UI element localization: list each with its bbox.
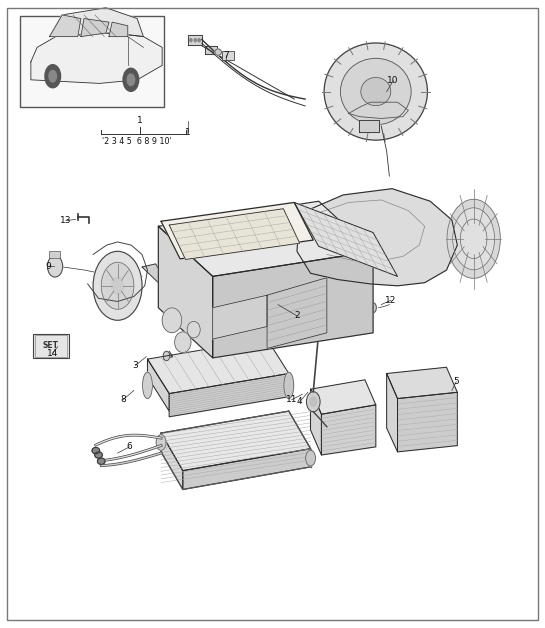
- Polygon shape: [142, 264, 161, 283]
- Polygon shape: [50, 15, 81, 36]
- Ellipse shape: [447, 199, 500, 278]
- Text: SET: SET: [43, 342, 59, 350]
- Polygon shape: [204, 46, 217, 54]
- Ellipse shape: [198, 38, 200, 41]
- Polygon shape: [397, 392, 457, 452]
- Ellipse shape: [112, 277, 124, 295]
- Polygon shape: [161, 433, 183, 489]
- Text: 2: 2: [294, 311, 300, 320]
- Ellipse shape: [156, 435, 166, 450]
- Ellipse shape: [123, 68, 139, 91]
- Ellipse shape: [143, 372, 153, 399]
- Polygon shape: [294, 202, 397, 276]
- Ellipse shape: [194, 38, 196, 41]
- Ellipse shape: [174, 332, 191, 352]
- Text: 13: 13: [60, 216, 72, 225]
- Text: 10: 10: [387, 77, 399, 85]
- Bar: [20, 16, 164, 107]
- Polygon shape: [81, 19, 109, 36]
- Polygon shape: [148, 359, 169, 411]
- Text: 4: 4: [297, 398, 302, 406]
- Ellipse shape: [324, 43, 427, 140]
- Text: 14: 14: [47, 349, 58, 358]
- Ellipse shape: [92, 448, 100, 454]
- Polygon shape: [297, 188, 457, 286]
- Ellipse shape: [461, 219, 487, 259]
- Polygon shape: [159, 226, 213, 358]
- Bar: [222, 51, 234, 60]
- Text: 1: 1: [137, 116, 143, 125]
- Ellipse shape: [49, 70, 57, 82]
- Text: 1: 1: [185, 127, 191, 137]
- Polygon shape: [31, 33, 162, 84]
- Polygon shape: [267, 278, 327, 349]
- Ellipse shape: [162, 308, 181, 333]
- Text: 11: 11: [286, 396, 297, 404]
- Polygon shape: [183, 449, 311, 489]
- Ellipse shape: [164, 351, 169, 360]
- Ellipse shape: [284, 372, 294, 399]
- Polygon shape: [213, 251, 373, 358]
- Ellipse shape: [98, 458, 105, 464]
- Polygon shape: [161, 202, 313, 259]
- Text: 3: 3: [132, 361, 138, 370]
- Text: 5: 5: [453, 377, 459, 386]
- Ellipse shape: [127, 74, 135, 85]
- Polygon shape: [50, 8, 143, 36]
- Ellipse shape: [95, 452, 102, 458]
- Polygon shape: [386, 374, 397, 452]
- Text: 12: 12: [385, 296, 397, 305]
- Text: 8: 8: [120, 396, 126, 404]
- Ellipse shape: [47, 256, 63, 277]
- Polygon shape: [311, 389, 322, 455]
- Ellipse shape: [341, 58, 411, 125]
- Ellipse shape: [190, 38, 192, 41]
- Polygon shape: [169, 208, 300, 259]
- Bar: [35, 335, 67, 357]
- Polygon shape: [159, 201, 373, 276]
- Ellipse shape: [306, 450, 316, 466]
- Polygon shape: [311, 380, 376, 414]
- Ellipse shape: [93, 251, 142, 320]
- Polygon shape: [161, 411, 311, 470]
- Ellipse shape: [361, 77, 391, 106]
- Text: 7: 7: [223, 51, 229, 60]
- Bar: [49, 251, 60, 257]
- Polygon shape: [188, 35, 202, 45]
- Ellipse shape: [310, 397, 317, 406]
- Polygon shape: [169, 374, 289, 417]
- Polygon shape: [360, 120, 379, 133]
- Ellipse shape: [101, 263, 134, 310]
- Polygon shape: [213, 295, 267, 339]
- Text: '2 3 4 5  6 8 9 10': '2 3 4 5 6 8 9 10': [102, 138, 172, 146]
- Ellipse shape: [370, 303, 377, 313]
- Bar: [33, 334, 69, 358]
- Ellipse shape: [453, 208, 494, 270]
- Polygon shape: [322, 405, 376, 455]
- Polygon shape: [109, 22, 128, 36]
- Polygon shape: [148, 339, 289, 394]
- Ellipse shape: [45, 65, 60, 88]
- Ellipse shape: [215, 49, 221, 55]
- Text: 6: 6: [126, 442, 132, 452]
- Ellipse shape: [187, 322, 200, 338]
- Text: 9: 9: [46, 262, 51, 271]
- Ellipse shape: [306, 392, 320, 412]
- Polygon shape: [386, 367, 457, 399]
